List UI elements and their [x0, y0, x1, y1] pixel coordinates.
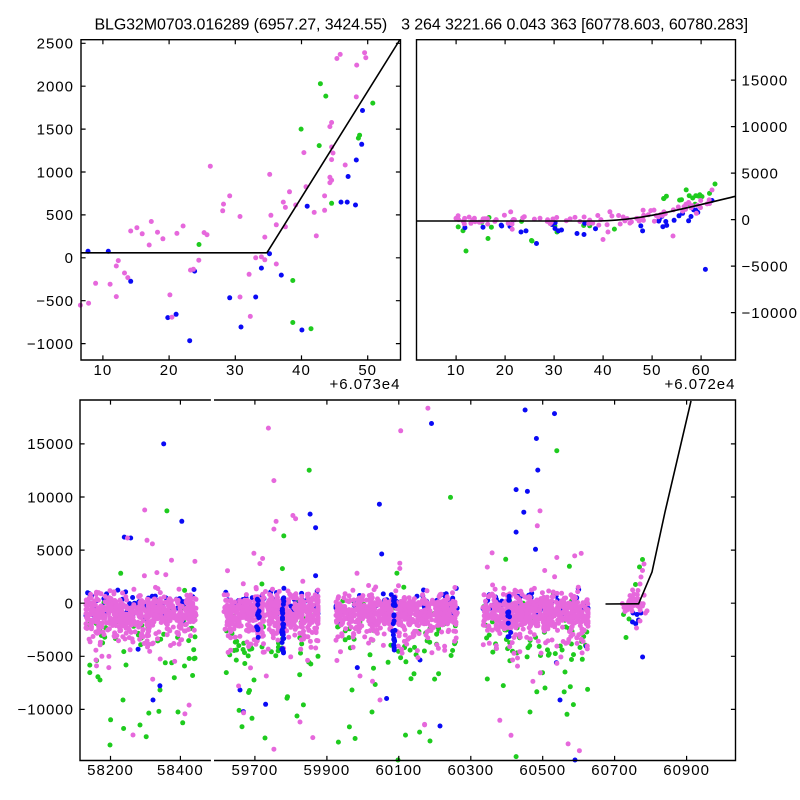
svg-text:BLG32M0703.016289 (6957.27, 34: BLG32M0703.016289 (6957.27, 3424.55): [94, 17, 387, 34]
svg-text:0: 0: [742, 212, 751, 229]
svg-text:10: 10: [447, 362, 466, 379]
svg-text:+6.073e4: +6.073e4: [330, 376, 401, 393]
svg-text:60: 60: [692, 362, 711, 379]
svg-text:−5000: −5000: [742, 258, 789, 275]
svg-text:2500: 2500: [37, 36, 74, 53]
svg-text:1000: 1000: [37, 164, 74, 181]
svg-text:50: 50: [358, 362, 377, 379]
svg-text:10: 10: [94, 362, 113, 379]
svg-text:20: 20: [160, 362, 179, 379]
svg-text:40: 40: [594, 362, 613, 379]
svg-text:50: 50: [643, 362, 662, 379]
svg-text:20: 20: [496, 362, 515, 379]
svg-text:30: 30: [545, 362, 564, 379]
svg-text:0: 0: [65, 250, 74, 267]
svg-text:0: 0: [65, 596, 74, 613]
svg-text:60900: 60900: [663, 762, 710, 779]
svg-text:60500: 60500: [519, 762, 566, 779]
svg-text:+6.072e4: +6.072e4: [665, 376, 736, 393]
svg-text:5000: 5000: [37, 542, 74, 559]
svg-text:500: 500: [46, 207, 74, 224]
svg-text:59700: 59700: [232, 762, 279, 779]
svg-text:−1000: −1000: [27, 336, 74, 353]
svg-text:60100: 60100: [375, 762, 422, 779]
svg-text:−10000: −10000: [18, 702, 74, 719]
svg-text:5000: 5000: [742, 165, 779, 182]
svg-text:−5000: −5000: [27, 649, 74, 666]
svg-text:1500: 1500: [37, 121, 74, 138]
svg-text:15000: 15000: [742, 72, 789, 89]
svg-text:60300: 60300: [447, 762, 494, 779]
svg-text:−10000: −10000: [742, 305, 798, 322]
svg-text:10000: 10000: [742, 119, 789, 136]
svg-text:60700: 60700: [591, 762, 638, 779]
svg-text:30: 30: [226, 362, 245, 379]
svg-text:10000: 10000: [27, 489, 74, 506]
svg-text:40: 40: [292, 362, 311, 379]
svg-text:−500: −500: [36, 293, 74, 310]
svg-text:3 264 3221.66 0.043 363 [60778: 3 264 3221.66 0.043 363 [60778.603, 6078…: [401, 17, 748, 34]
svg-text:58400: 58400: [157, 762, 204, 779]
svg-text:15000: 15000: [27, 436, 74, 453]
svg-text:59900: 59900: [304, 762, 351, 779]
svg-text:58200: 58200: [87, 762, 134, 779]
svg-text:2000: 2000: [37, 79, 74, 96]
